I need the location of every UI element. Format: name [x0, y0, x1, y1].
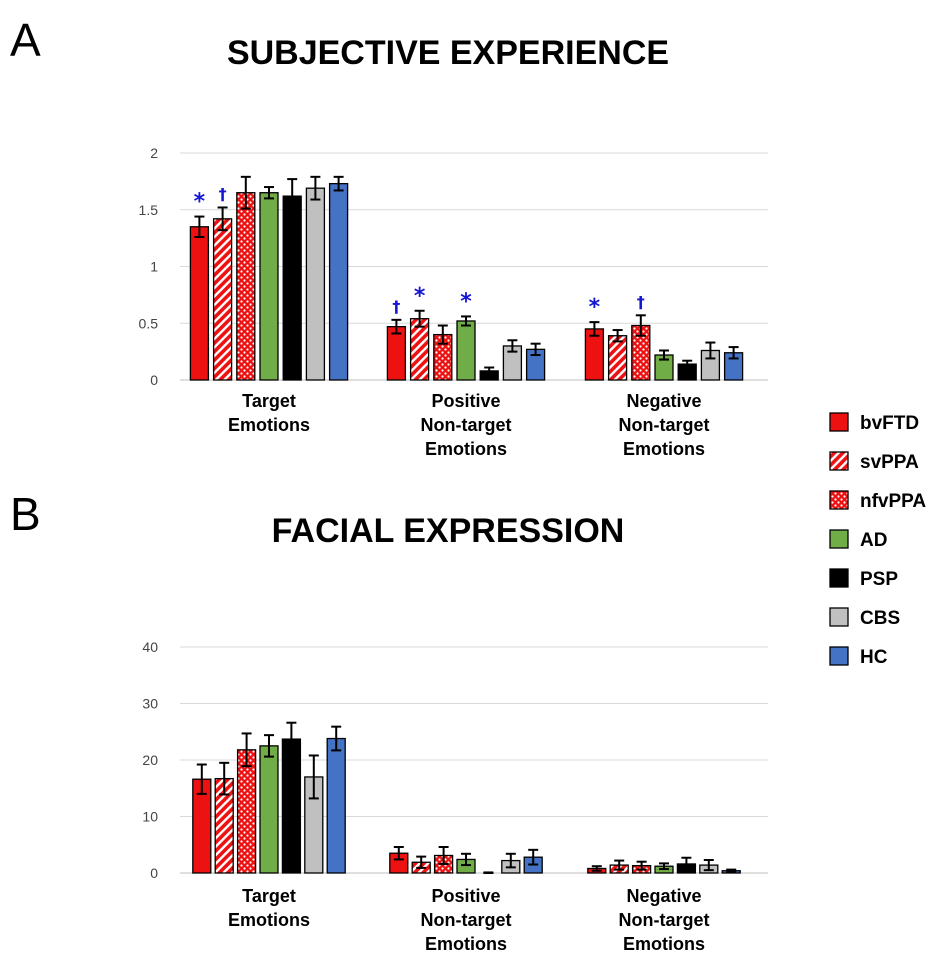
y-tick-label: 0 — [150, 865, 158, 881]
y-tick-label: 30 — [142, 696, 158, 712]
legend-swatch-bvFTD — [829, 412, 849, 432]
category-label: Target — [242, 886, 296, 906]
legend-label: CBS — [860, 608, 900, 629]
y-tick-label: 40 — [142, 639, 158, 655]
y-tick-label: 1.5 — [139, 202, 159, 218]
category-label: Emotions — [228, 910, 310, 930]
plot-area-b: 0 10 20 30 40 Target Emotions Positive Non-targe… — [142, 639, 768, 954]
bar-AD-1 — [456, 320, 476, 381]
y-tick-label: 10 — [142, 809, 158, 825]
chart-title-a: SUBJECTIVE EXPERIENCE — [227, 34, 669, 72]
significance-mark: * — [589, 295, 601, 320]
category-label: Negative — [626, 886, 701, 906]
panel-letter-a: A — [10, 14, 41, 66]
bar-HC-0 — [326, 737, 346, 874]
y-tick-label: 0.5 — [139, 315, 159, 331]
y-tick-label: 20 — [142, 752, 158, 768]
bar-svPPA-1 — [409, 318, 430, 381]
bar-bvFTD-1 — [386, 326, 407, 381]
category-label: Emotions — [228, 415, 310, 435]
bar-svPPA-0 — [212, 218, 233, 381]
significance-mark: † — [392, 297, 400, 316]
legend: bvFTD svPPA nfvPPA AD PSP CBS HC — [829, 412, 926, 668]
panel-b: B FACIAL EXPRESSION 0 10 20 30 40 Target Emoti… — [10, 488, 768, 954]
legend-label: svPPA — [860, 452, 919, 473]
legend-swatch-HC — [829, 646, 849, 666]
category-label: Positive — [431, 886, 500, 906]
y-tick-label: 2 — [150, 145, 158, 161]
bar-nfvPPA-0 — [236, 749, 257, 874]
chart-title-b: FACIAL EXPRESSION — [272, 512, 625, 550]
category-label: Target — [242, 391, 296, 411]
category-label: Emotions — [623, 439, 705, 459]
category-label: Non-target — [421, 415, 512, 435]
category-label: Non-target — [421, 910, 512, 930]
legend-label: HC — [860, 647, 888, 668]
significance-mark: * — [194, 190, 206, 215]
bar-PSP-0 — [282, 195, 302, 381]
category-label: Emotions — [425, 439, 507, 459]
category-label: Non-target — [619, 910, 710, 930]
bar-PSP-0 — [281, 738, 302, 874]
legend-label: nfvPPA — [860, 491, 926, 512]
bar-AD-0 — [259, 745, 279, 874]
significance-mark: * — [414, 284, 426, 309]
legend-label: AD — [860, 530, 887, 551]
category-label: Positive — [431, 391, 500, 411]
bar-bvFTD-0 — [189, 226, 210, 381]
legend-swatch-nfvPPA — [829, 490, 849, 510]
bar-HC-0 — [328, 182, 349, 381]
y-tick-label: 1 — [150, 259, 158, 275]
plot-area-a: 0 0.5 1 1.5 2 * † Target Emotions † * * Positive Non-… — [139, 145, 768, 459]
panel-letter-b: B — [10, 488, 41, 540]
significance-mark: † — [637, 292, 645, 311]
category-label: Non-target — [619, 415, 710, 435]
category-label: Emotions — [623, 934, 705, 954]
legend-swatch-PSP — [829, 568, 849, 588]
category-label: Emotions — [425, 934, 507, 954]
significance-mark: * — [460, 289, 472, 314]
legend-swatch-CBS — [829, 607, 849, 627]
bar-AD-0 — [259, 192, 279, 381]
panel-a: A SUBJECTIVE EXPERIENCE 0 0.5 1 1.5 2 * † Targe… — [10, 14, 768, 459]
legend-label: PSP — [860, 569, 898, 590]
bar-CBS-0 — [305, 187, 326, 381]
bar-nfvPPA-0 — [236, 192, 256, 381]
legend-swatch-AD — [829, 529, 849, 549]
legend-swatch-svPPA — [829, 451, 849, 471]
significance-mark: † — [219, 184, 227, 203]
category-label: Negative — [626, 391, 701, 411]
y-tick-label: 0 — [150, 372, 158, 388]
legend-label: bvFTD — [860, 413, 919, 434]
